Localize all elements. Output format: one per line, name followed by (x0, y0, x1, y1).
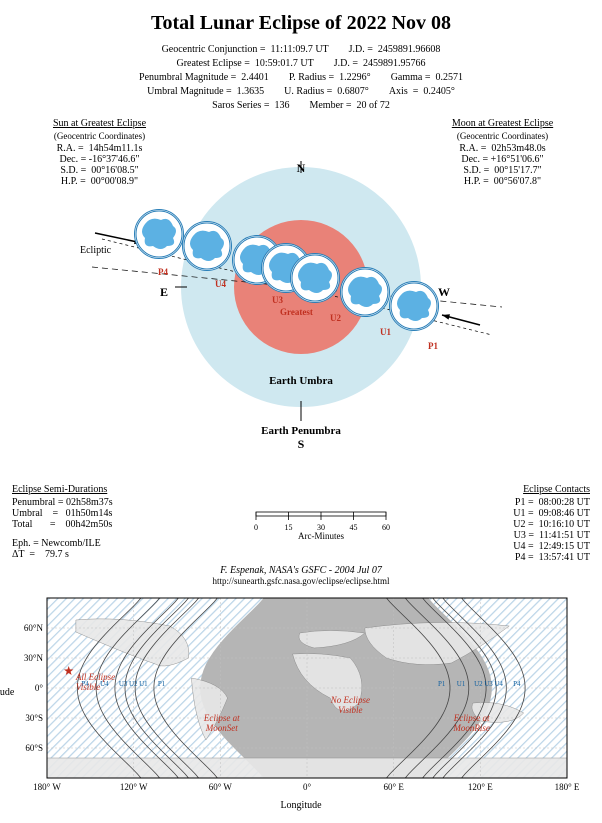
svg-text:0°: 0° (303, 782, 312, 792)
contact-p1: P1 = 08:00:28 UT (440, 497, 590, 508)
svg-text:60°S: 60°S (25, 743, 43, 753)
jd-conj: J.D. = 2459891.96608 (349, 43, 441, 56)
svg-text:180° W: 180° W (33, 782, 61, 792)
page-title: Total Lunar Eclipse of 2022 Nov 08 (12, 12, 590, 35)
moon-label-u3: U3 (272, 295, 283, 305)
svg-text:U1: U1 (457, 680, 466, 688)
ephemeris: Eph. = Newcomb/ILE (12, 538, 202, 549)
svg-text:60°N: 60°N (24, 623, 44, 633)
umbra-label: Earth Umbra (269, 375, 333, 387)
svg-text:Eclipse at: Eclipse at (453, 713, 490, 723)
semi-durations: Eclipse Semi-Durations Penumbral = 02h58… (12, 484, 202, 563)
semi-u: Umbral = 01h50m14s (12, 508, 202, 519)
svg-text:180° E: 180° E (555, 782, 580, 792)
svg-text:U1: U1 (139, 680, 148, 688)
scale-bar: 015304560 Arc-Minutes (251, 506, 391, 563)
moon-label-p4: P4 (158, 267, 168, 277)
geo-conj: Geocentric Conjunction = 11:11:09.7 UT (162, 43, 329, 56)
svg-text:U3: U3 (484, 680, 493, 688)
source-url: http://sunearth.gsfc.nasa.gov/eclipse/ec… (12, 576, 590, 586)
member: Member = 20 of 72 (309, 99, 389, 112)
penumbra-label: Earth Penumbra (261, 425, 341, 437)
eclipse-contacts: Eclipse Contacts P1 = 08:00:28 UT U1 = 0… (440, 484, 590, 563)
moon-label-u4: U4 (215, 279, 226, 289)
svg-text:Visible: Visible (76, 682, 100, 692)
svg-text:P1: P1 (438, 680, 446, 688)
svg-text:30°N: 30°N (24, 653, 44, 663)
contact-p4: P4 = 13:57:41 UT (440, 552, 590, 563)
svg-text:0°: 0° (35, 683, 44, 693)
svg-text:No Eclipse: No Eclipse (330, 695, 370, 705)
contacts-hdr: Eclipse Contacts (440, 484, 590, 495)
compass-w: W (438, 285, 450, 300)
svg-text:45: 45 (350, 523, 358, 532)
contact-u1: U1 = 09:08:46 UT (440, 508, 590, 519)
moon-position-u4 (182, 221, 232, 271)
svg-text:MoonSet: MoonSet (205, 723, 238, 733)
eclipse-figure: Total Lunar Eclipse of 2022 Nov 08 Geoce… (0, 0, 602, 823)
scale-svg: 015304560 (251, 506, 391, 534)
latitude-label: Latitude (0, 687, 14, 698)
moon-position-u2 (290, 253, 340, 303)
svg-text:60: 60 (382, 523, 390, 532)
contact-u2: U2 = 10:16:10 UT (440, 519, 590, 530)
umb-mag: Umbral Magnitude = 1.3635 (147, 85, 264, 98)
saros: Saros Series = 136 (212, 99, 289, 112)
u-radius: U. Radius = 0.6807° (284, 85, 369, 98)
gamma: Gamma = 0.2571 (391, 71, 463, 84)
svg-text:60° E: 60° E (383, 782, 404, 792)
lower-row: Eclipse Semi-Durations Penumbral = 02h58… (12, 484, 590, 563)
svg-text:0: 0 (254, 523, 258, 532)
svg-text:Visible: Visible (338, 705, 362, 715)
svg-text:All Eclipse: All Eclipse (75, 672, 115, 682)
visibility-map: Latitude 60°S30°S0°30°N60°N180° W120° W6… (21, 592, 581, 798)
moon-label-p1: P1 (428, 341, 438, 351)
svg-text:120° E: 120° E (468, 782, 493, 792)
semi-t: Total = 00h42m50s (12, 519, 202, 530)
p-radius: P. Radius = 1.2296° (289, 71, 371, 84)
moon-label-greatest: Greatest (280, 307, 313, 317)
moon-position-u1 (340, 267, 390, 317)
svg-text:U4: U4 (494, 680, 503, 688)
compass-n: N (297, 161, 306, 176)
pen-mag: Penumbral Magnitude = 2.4401 (139, 71, 269, 84)
longitude-label: Longitude (12, 800, 590, 811)
moon-position-p4 (134, 209, 184, 259)
greatest: Greatest Eclipse = 10:59:01.7 UT (176, 57, 313, 70)
svg-text:60° W: 60° W (209, 782, 233, 792)
moon-label-u2: U2 (330, 313, 341, 323)
axis: Axis = 0.2405° (389, 85, 455, 98)
svg-text:15: 15 (285, 523, 293, 532)
ecliptic-label: Ecliptic (80, 245, 111, 256)
parameters-block: Geocentric Conjunction = 11:11:09.7 UT J… (12, 43, 590, 112)
shadow-diagram: N E W Ecliptic Earth Umbra Earth Penumbr… (12, 127, 590, 407)
svg-text:MoonRise: MoonRise (452, 723, 490, 733)
compass-s: S (12, 437, 590, 452)
svg-text:120° W: 120° W (120, 782, 148, 792)
moon-label-u1: U1 (380, 327, 391, 337)
contact-u4: U4 = 12:49:15 UT (440, 541, 590, 552)
delta-t: ΔT = 79.7 s (12, 549, 202, 560)
svg-text:30°S: 30°S (25, 713, 43, 723)
moon-position-p1 (389, 281, 439, 331)
svg-text:U2: U2 (129, 680, 138, 688)
semi-p: Penumbral = 02h58m37s (12, 497, 202, 508)
svg-text:U3: U3 (119, 680, 128, 688)
semi-hdr: Eclipse Semi-Durations (12, 484, 202, 495)
map-svg: 60°S 30°S 0° 30°N 60°N 180° W 120° W 60° W 0° 60°… (21, 592, 581, 798)
jd-greatest: J.D. = 2459891.95766 (334, 57, 426, 70)
compass-e: E (160, 285, 168, 300)
svg-text:P1: P1 (158, 680, 166, 688)
credit: F. Espenak, NASA's GSFC - 2004 Jul 07 (12, 565, 590, 576)
svg-text:P4: P4 (513, 680, 521, 688)
svg-text:Eclipse at: Eclipse at (203, 713, 240, 723)
contact-u3: U3 = 11:41:51 UT (440, 530, 590, 541)
svg-text:U2: U2 (474, 680, 483, 688)
